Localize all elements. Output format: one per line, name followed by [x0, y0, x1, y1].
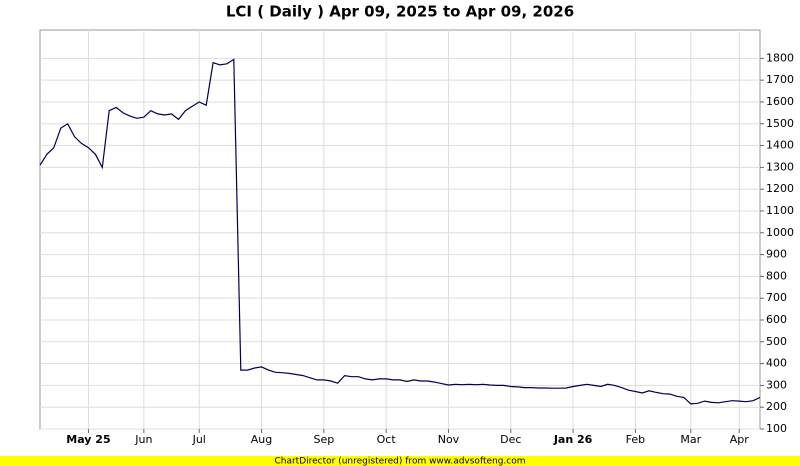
y-tick-label: 1000	[766, 226, 794, 239]
y-tick-label: 800	[766, 269, 787, 282]
x-tick-label: Jan 26	[553, 433, 593, 446]
y-tick-label: 1800	[766, 51, 794, 64]
x-tick-label: Oct	[377, 433, 397, 446]
y-tick-label: 200	[766, 400, 787, 413]
y-tick-label: 600	[766, 313, 787, 326]
y-tick-label: 1700	[766, 73, 794, 86]
y-tick-label: 500	[766, 335, 787, 348]
x-tick-label: Apr	[730, 433, 750, 446]
x-tick-label: Sep	[313, 433, 334, 446]
footer-bar	[0, 456, 800, 466]
x-tick-label: Feb	[626, 433, 645, 446]
price-line	[39, 58, 761, 405]
y-tick-label: 300	[766, 378, 787, 391]
x-tick-label: May 25	[66, 433, 110, 446]
y-tick-label: 900	[766, 248, 787, 261]
y-tick-label: 1500	[766, 117, 794, 130]
x-tick-label: Jun	[134, 433, 152, 446]
x-tick-label: Nov	[438, 433, 460, 446]
footer: ChartDirector (unregistered) from www.ad…	[274, 457, 525, 466]
y-tick-label: 400	[766, 357, 787, 370]
x-tick-label: Jul	[192, 433, 206, 446]
y-tick-label: 1600	[766, 95, 794, 108]
x-tick-label: Aug	[251, 433, 272, 446]
y-tick-label: 1200	[766, 182, 794, 195]
plot-frame	[39, 29, 761, 430]
x-tick-label: Dec	[500, 433, 521, 446]
y-tick-label: 700	[766, 291, 787, 304]
x-tick-label: Mar	[680, 433, 701, 446]
chart-title: LCI ( Daily ) Apr 09, 2025 to Apr 09, 20…	[226, 3, 574, 21]
y-tick-label: 1100	[766, 204, 794, 217]
y-tick-label: 1400	[766, 139, 794, 152]
y-tick-label: 1300	[766, 160, 794, 173]
y-tick-label: 100	[766, 422, 787, 435]
